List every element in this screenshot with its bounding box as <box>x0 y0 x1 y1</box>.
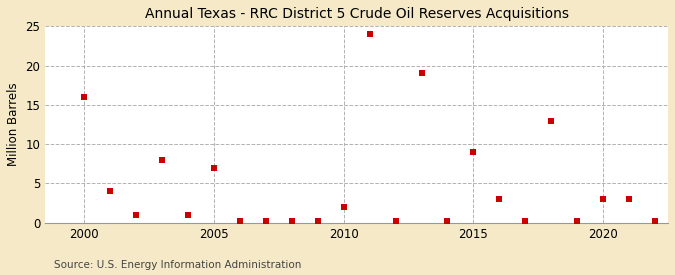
Point <box>572 219 583 223</box>
Point <box>234 219 245 223</box>
Point <box>286 219 297 223</box>
Point <box>494 197 505 201</box>
Point <box>157 158 167 162</box>
Point <box>649 219 660 223</box>
Title: Annual Texas - RRC District 5 Crude Oil Reserves Acquisitions: Annual Texas - RRC District 5 Crude Oil … <box>144 7 568 21</box>
Point <box>442 219 453 223</box>
Point <box>546 118 557 123</box>
Text: Source: U.S. Energy Information Administration: Source: U.S. Energy Information Administ… <box>54 260 301 270</box>
Point <box>468 150 479 154</box>
Point <box>131 213 142 217</box>
Point <box>313 219 323 223</box>
Point <box>79 95 90 99</box>
Point <box>598 197 609 201</box>
Point <box>338 205 349 209</box>
Point <box>209 166 219 170</box>
Point <box>105 189 115 194</box>
Point <box>182 213 193 217</box>
Point <box>261 219 271 223</box>
Point <box>416 71 427 76</box>
Point <box>364 32 375 36</box>
Point <box>390 219 401 223</box>
Point <box>624 197 634 201</box>
Point <box>520 219 531 223</box>
Y-axis label: Million Barrels: Million Barrels <box>7 83 20 166</box>
